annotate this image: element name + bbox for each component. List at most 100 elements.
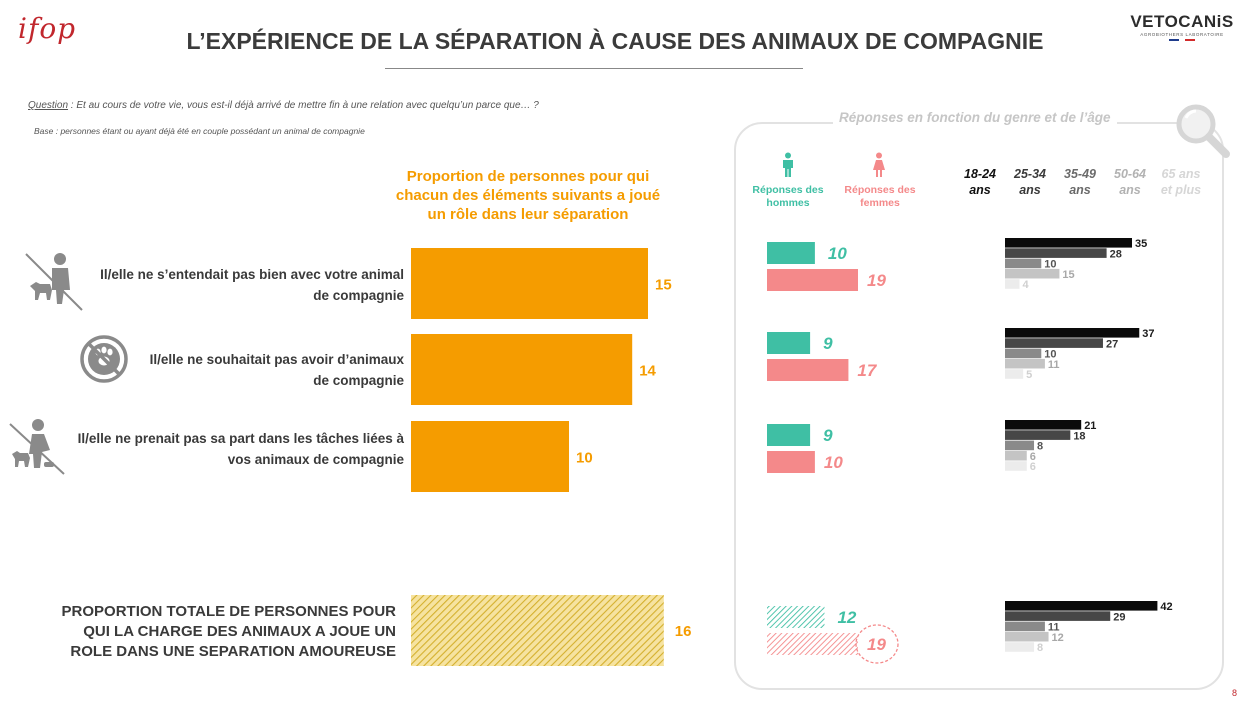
- age-header-35-49: 35-49 ans: [1055, 166, 1105, 198]
- age-bar: [1005, 328, 1140, 338]
- age-bar: [1005, 238, 1132, 248]
- total-label-line: PROPORTION TOTALE DE PERSONNES POUR: [61, 603, 396, 620]
- age-bar: [1005, 631, 1049, 642]
- women-bar-value: 10: [824, 453, 843, 472]
- page-number: 8: [1232, 688, 1238, 698]
- category-label: Il/elle ne prenait pas sa part dans les …: [60, 428, 404, 470]
- age-bar-value: 10: [1044, 349, 1056, 361]
- age-bar-value: 10: [1044, 259, 1056, 271]
- age-bar-value: 37: [1142, 328, 1154, 340]
- ifop-logo-text: ifop: [18, 12, 77, 45]
- age-bar-value: 18: [1073, 430, 1085, 442]
- age-bar-value: 6: [1030, 461, 1036, 473]
- age-bar: [1005, 420, 1082, 430]
- main-bar-value: 14: [639, 363, 656, 380]
- men-header: Réponses des hommes: [746, 184, 830, 210]
- main-bar-value: 10: [576, 450, 593, 467]
- age-header-line: 25-34: [1014, 167, 1046, 181]
- men-bar: [767, 424, 811, 446]
- age-bar: [1005, 440, 1035, 451]
- age-bar: [1005, 358, 1045, 369]
- age-bar: [1005, 642, 1035, 652]
- total-label: PROPORTION TOTALE DE PERSONNES POUR QUI …: [52, 602, 396, 662]
- woman-icon: [873, 152, 885, 177]
- men-bar-value: 9: [823, 334, 833, 353]
- man-icon: [783, 152, 793, 177]
- chart-title: Proportion de personnes pour qui chacun …: [378, 167, 678, 224]
- ifop-logo: ifop: [18, 12, 94, 64]
- women-header-line: Réponses des: [844, 184, 916, 196]
- men-bar: [767, 332, 811, 354]
- men-bar-value: 10: [828, 244, 847, 263]
- men-header-line: hommes: [766, 197, 810, 209]
- chart-title-line: Proportion de personnes pour qui: [406, 168, 650, 185]
- title-underline: [385, 68, 803, 69]
- chart-title-line: un rôle dans leur séparation: [427, 206, 629, 223]
- age-bar-value: 6: [1030, 451, 1036, 463]
- category-label-line: Il/elle ne souhaitait pas avoir d’animau…: [149, 352, 404, 367]
- age-bar-value: 15: [1062, 269, 1074, 281]
- age-header-50-64: 50-64 ans: [1105, 166, 1155, 198]
- age-bar: [1005, 369, 1024, 379]
- question-text: Question : Et au cours de votre vie, vou…: [28, 100, 539, 111]
- age-bar: [1005, 348, 1042, 359]
- age-bar-value: 28: [1110, 248, 1122, 260]
- age-bar-value: 8: [1037, 441, 1043, 453]
- person-with-dog-icon: [25, 253, 83, 311]
- category-label: Il/elle ne souhaitait pas avoir d’animau…: [70, 349, 404, 391]
- women-bar: [767, 451, 815, 473]
- age-bar-value: 21: [1084, 420, 1096, 432]
- base-text: Base : personnes étant ou ayant déjà été…: [34, 126, 365, 136]
- age-bar-value: 12: [1052, 632, 1064, 644]
- age-bar-value: 29: [1113, 611, 1125, 623]
- men-bar: [767, 242, 815, 264]
- vetocanis-logo-text: VETOCANiS: [1130, 12, 1234, 31]
- age-header-line: ans: [1019, 183, 1041, 197]
- highlight-circle: [855, 624, 899, 664]
- age-header-line: et plus: [1160, 183, 1202, 197]
- age-bar-value: 8: [1037, 642, 1043, 654]
- age-bar-value: 4: [1023, 279, 1030, 291]
- magnifier-icon: [1176, 104, 1230, 158]
- total-bar-value: 16: [675, 623, 692, 640]
- age-header-line: 35-49: [1064, 167, 1096, 181]
- total-bar: [411, 595, 664, 666]
- breakdown-panel: [734, 122, 1224, 690]
- women-header-line: femmes: [860, 197, 900, 209]
- main-bar: [411, 248, 648, 319]
- age-bar: [1005, 461, 1027, 471]
- age-bar-value: 11: [1048, 359, 1060, 371]
- age-bar-value: 42: [1160, 601, 1172, 613]
- age-header-line: 50-64: [1114, 167, 1146, 181]
- age-header-line: ans: [1069, 183, 1091, 197]
- age-header-18-24: 18-24 ans: [955, 166, 1005, 198]
- age-bar: [1005, 450, 1027, 461]
- women-bar-value: 17: [857, 361, 877, 380]
- question-label: Question: [28, 100, 69, 111]
- age-bar-value: 27: [1106, 338, 1118, 350]
- men-bar-value: 12: [837, 608, 856, 627]
- panel-title: Réponses en fonction du genre et de l’âg…: [833, 110, 1117, 125]
- category-label-line: vos animaux de compagnie: [227, 452, 404, 467]
- age-bar: [1005, 430, 1071, 440]
- age-header-25-34: 25-34 ans: [1005, 166, 1055, 198]
- age-bar: [1005, 611, 1111, 621]
- women-bar: [767, 633, 858, 655]
- total-label-line: ROLE DANS UNE SEPARATION AMOUREUSE: [70, 643, 396, 660]
- age-bar: [1005, 338, 1103, 348]
- no-paw-icon: [80, 335, 128, 383]
- category-label-line: de compagnie: [313, 288, 404, 303]
- page-title: L’EXPÉRIENCE DE LA SÉPARATION À CAUSE DE…: [186, 28, 1044, 54]
- category-label: Il/elle ne s’entendait pas bien avec vot…: [70, 264, 404, 306]
- men-bar: [767, 606, 825, 628]
- age-bar-value: 5: [1026, 369, 1032, 381]
- women-header: Réponses des femmes: [838, 184, 922, 210]
- main-bar: [411, 421, 569, 492]
- category-label-line: Il/elle ne s’entendait pas bien avec vot…: [100, 267, 404, 282]
- person-feeding-dog-icon: [9, 419, 65, 475]
- age-bar: [1005, 621, 1045, 632]
- age-bar-value: 11: [1048, 622, 1060, 634]
- men-bar-value: 9: [823, 426, 833, 445]
- total-label-line: QUI LA CHARGE DES ANIMAUX A JOUE UN: [83, 623, 396, 640]
